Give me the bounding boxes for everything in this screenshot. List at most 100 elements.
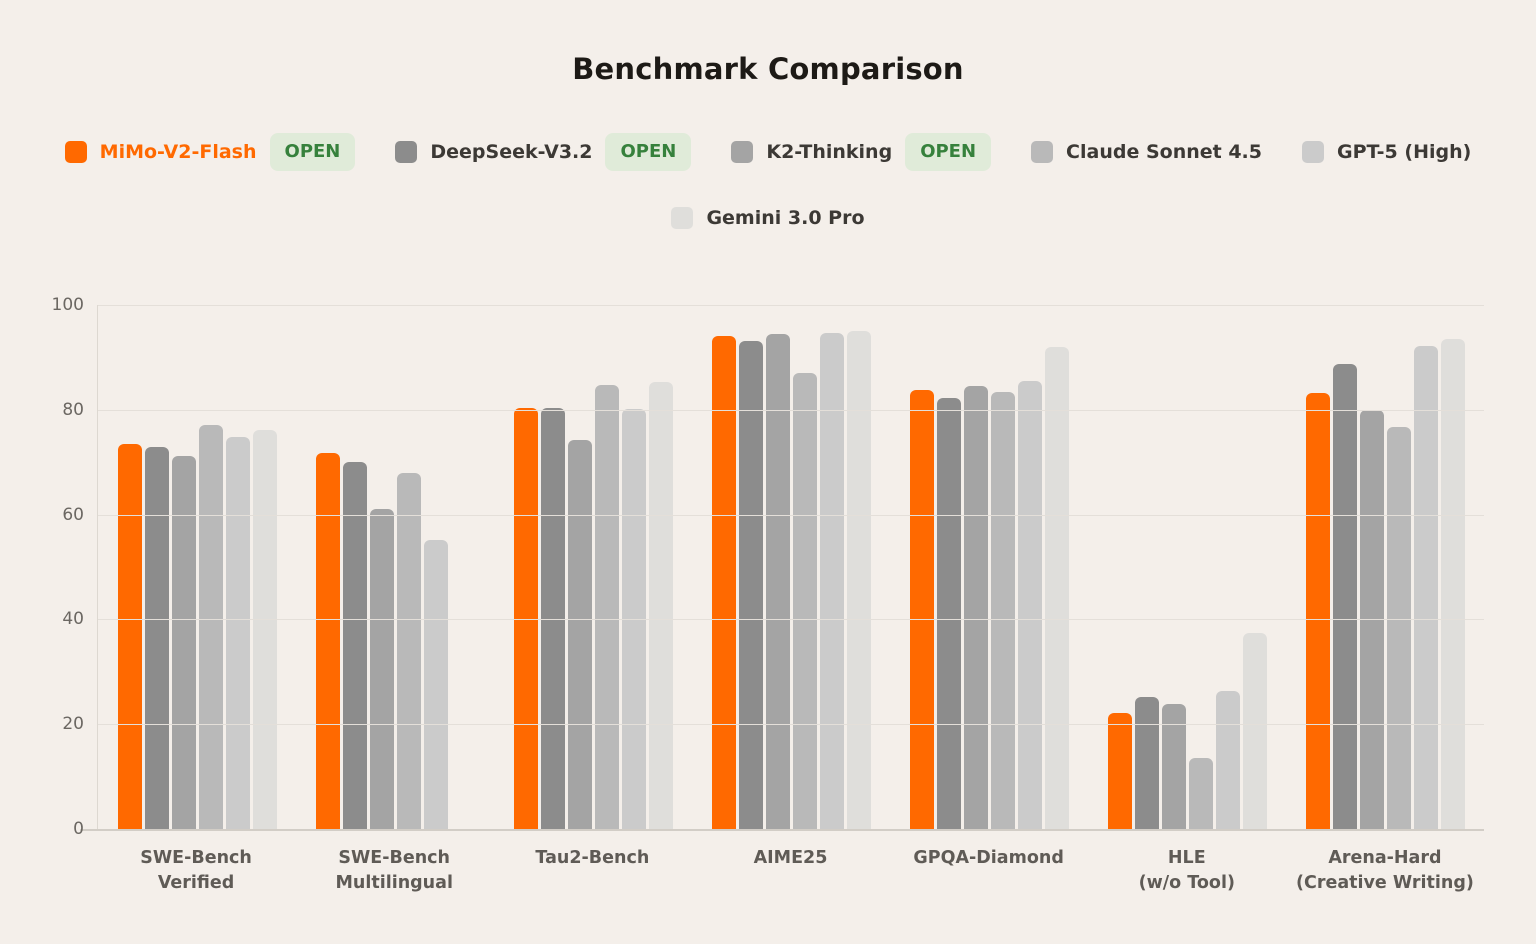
gridline-y60 — [98, 514, 1484, 516]
legend-label: K2-Thinking — [766, 141, 893, 163]
legend-item-gemini-3-0-pro: Gemini 3.0 Pro — [671, 207, 865, 229]
legend-swatch-icon — [731, 141, 754, 163]
legend-item-mimo-v2-flash: MiMo-V2-Flash OPEN — [64, 133, 356, 171]
x-axis-label-line: Multilingual — [335, 873, 453, 893]
x-axis-line — [80, 829, 1484, 831]
bar-deepseek-v3-2-aime25 — [738, 340, 763, 829]
x-axis-label-line: Verified — [157, 873, 235, 893]
bar-deepseek-v3-2-arena-hard-creative-writing — [1332, 363, 1357, 829]
plot-area — [97, 305, 1484, 829]
y-tick-label-100: 100 — [51, 295, 84, 315]
bar-k2-thinking-swe-bench-multilingual — [369, 509, 394, 829]
bar-gemini-3-0-pro-aime25 — [846, 331, 871, 829]
legend-swatch-icon — [1031, 141, 1054, 163]
bar-group-swe-bench-verified — [98, 305, 296, 829]
bar-gemini-3-0-pro-hle-w-o-tool — [1242, 632, 1267, 829]
bar-gpt-5-high-gpqa-diamond — [1017, 380, 1042, 829]
bar-claude-sonnet-4-5-swe-bench-verified — [198, 424, 223, 829]
y-tick-label-40: 40 — [62, 609, 84, 630]
bar-groups-container — [98, 305, 1484, 829]
bar-group-aime25 — [692, 305, 890, 829]
bar-gemini-3-0-pro-gpqa-diamond — [1044, 347, 1069, 829]
bar-gemini-3-0-pro-arena-hard-creative-writing — [1440, 338, 1465, 829]
y-tick-label-20: 20 — [62, 714, 84, 735]
x-axis-label-line: AIME25 — [753, 848, 828, 868]
gridline-y80 — [98, 409, 1484, 411]
x-axis-label-swe-bench-verified: SWE-Bench Verified — [97, 846, 295, 896]
x-axis-label-line: GPQA-Diamond — [913, 848, 1064, 868]
bar-mimo-v2-flash-tau2-bench — [513, 407, 538, 829]
gridline-y20 — [98, 724, 1484, 726]
bar-group-tau2-bench — [494, 305, 692, 829]
bar-mimo-v2-flash-aime25 — [711, 335, 736, 829]
bar-k2-thinking-hle-w-o-tool — [1161, 703, 1186, 829]
y-tick-label-80: 80 — [62, 399, 84, 420]
x-axis-label-hle-w-o-tool: HLE (w/o Tool) — [1088, 846, 1286, 896]
bar-mimo-v2-flash-arena-hard-creative-writing — [1305, 392, 1330, 829]
x-axis-label-line: SWE-Bench — [140, 848, 252, 868]
legend-label: DeepSeek-V3.2 — [430, 141, 593, 163]
legend-label: GPT-5 (High) — [1336, 141, 1472, 163]
bar-group-arena-hard-creative-writing — [1286, 305, 1484, 829]
legend-item-gpt-5-high: GPT-5 (High) — [1301, 141, 1472, 163]
bar-claude-sonnet-4-5-tau2-bench — [594, 385, 619, 829]
bar-deepseek-v3-2-swe-bench-multilingual — [342, 461, 367, 829]
legend-row-2: Gemini 3.0 Pro — [0, 195, 1536, 241]
x-axis-label-line: (Creative Writing) — [1295, 873, 1474, 893]
legend-label: MiMo-V2-Flash — [99, 141, 257, 163]
x-axis-label-aime25: AIME25 — [691, 846, 889, 896]
bar-mimo-v2-flash-hle-w-o-tool — [1107, 713, 1132, 829]
bar-deepseek-v3-2-hle-w-o-tool — [1134, 697, 1159, 829]
legend-item-claude-sonnet-4-5: Claude Sonnet 4.5 — [1031, 141, 1262, 163]
y-tick-label-60: 60 — [62, 504, 84, 525]
bar-mimo-v2-flash-swe-bench-verified — [117, 444, 142, 829]
legend-swatch-icon — [64, 141, 87, 163]
x-axis-label-line: SWE-Bench — [338, 848, 451, 868]
y-tick-label-0: 0 — [73, 819, 84, 839]
x-axis-label-tau2-bench: Tau2-Bench — [493, 846, 691, 896]
bar-k2-thinking-swe-bench-verified — [171, 455, 196, 829]
legend-swatch-icon — [671, 207, 694, 229]
bar-k2-thinking-tau2-bench — [567, 439, 592, 829]
bar-gpt-5-high-hle-w-o-tool — [1215, 691, 1240, 829]
gridline-y40 — [98, 619, 1484, 621]
bar-claude-sonnet-4-5-aime25 — [792, 373, 817, 829]
legend-item-deepseek-v3-2: DeepSeek-V3.2 OPEN — [395, 133, 692, 171]
x-axis-label-line: Tau2-Bench — [535, 848, 650, 868]
bar-claude-sonnet-4-5-gpqa-diamond — [990, 391, 1015, 829]
legend-row-1: MiMo-V2-Flash OPEN DeepSeek-V3.2 OPEN K2-Thi… — [0, 128, 1536, 176]
open-badge: OPEN — [905, 133, 992, 171]
legend-label: Claude Sonnet 4.5 — [1066, 141, 1262, 163]
bar-claude-sonnet-4-5-hle-w-o-tool — [1188, 757, 1213, 829]
bar-k2-thinking-gpqa-diamond — [963, 386, 988, 829]
bar-gemini-3-0-pro-swe-bench-verified — [252, 429, 277, 829]
legend-item-k2-thinking: K2-Thinking OPEN — [731, 133, 992, 171]
bar-gpt-5-high-aime25 — [819, 333, 844, 829]
bar-mimo-v2-flash-swe-bench-multilingual — [315, 452, 340, 829]
open-badge: OPEN — [269, 133, 356, 171]
bar-deepseek-v3-2-tau2-bench — [540, 408, 565, 829]
x-axis-label-line: (w/o Tool) — [1138, 873, 1235, 893]
bar-k2-thinking-aime25 — [765, 334, 790, 829]
legend-swatch-icon — [395, 141, 418, 163]
bar-group-gpqa-diamond — [890, 305, 1088, 829]
x-axis-label-arena-hard-creative-writing: Arena-Hard (Creative Writing) — [1286, 846, 1484, 896]
gridline-y100 — [98, 305, 1484, 306]
x-axis-label-swe-bench-multilingual: SWE-Bench Multilingual — [295, 846, 493, 896]
x-axis-label-line: Arena-Hard — [1328, 848, 1442, 868]
x-axis-labels: SWE-Bench Verified SWE-Bench Multilingual Ta… — [97, 846, 1484, 896]
x-axis-label-line: HLE — [1167, 848, 1206, 868]
bar-group-hle-w-o-tool — [1088, 305, 1286, 829]
bar-claude-sonnet-4-5-arena-hard-creative-writing — [1386, 426, 1411, 829]
bar-claude-sonnet-4-5-swe-bench-multilingual — [396, 473, 421, 829]
bar-gemini-3-0-pro-tau2-bench — [648, 381, 673, 829]
bar-gpt-5-high-swe-bench-multilingual — [423, 539, 448, 829]
legend-swatch-icon — [1301, 141, 1324, 163]
bar-deepseek-v3-2-swe-bench-verified — [144, 446, 169, 829]
bar-gpt-5-high-arena-hard-creative-writing — [1413, 345, 1438, 829]
legend-label: Gemini 3.0 Pro — [706, 207, 865, 229]
open-badge: OPEN — [605, 133, 692, 171]
bar-mimo-v2-flash-gpqa-diamond — [909, 389, 934, 829]
chart-title: Benchmark Comparison — [572, 52, 964, 86]
bar-gpt-5-high-tau2-bench — [621, 409, 646, 829]
